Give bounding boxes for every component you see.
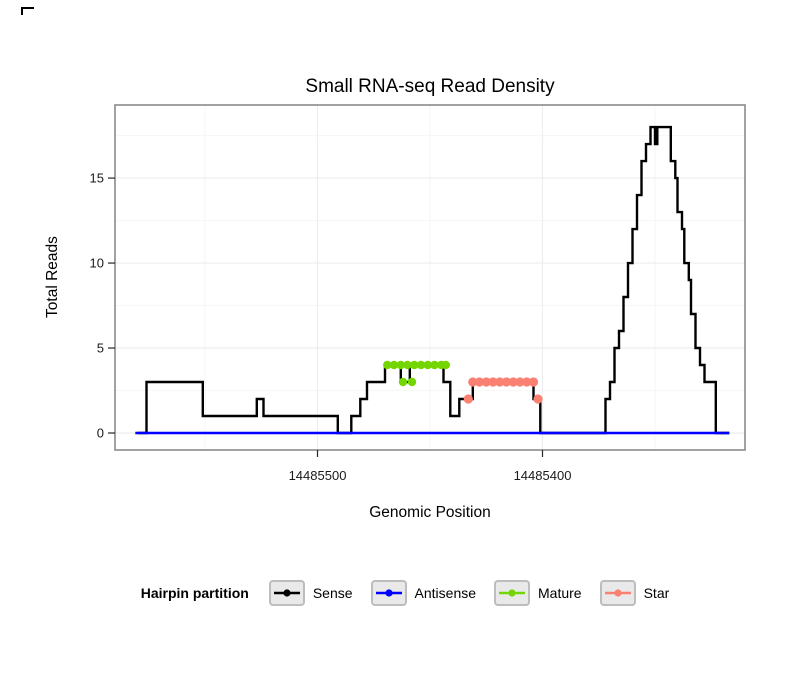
chart-title: Small RNA-seq Read Density <box>305 76 555 97</box>
y-tick-label: 5 <box>97 341 104 356</box>
series-star-marker <box>468 377 478 387</box>
series-mature-marker <box>407 377 417 387</box>
series-star-marker <box>515 377 525 387</box>
y-axis-label: Total Reads <box>44 236 61 318</box>
series-mature-marker <box>403 360 412 370</box>
series-mature-marker <box>423 360 432 370</box>
series-star-marker <box>533 394 543 404</box>
legend: Hairpin partition Sense Antisense Mature St… <box>0 580 810 606</box>
series-star-marker <box>488 377 498 387</box>
series-sense-line <box>137 125 730 435</box>
x-axis-label: Genomic Position <box>369 504 490 521</box>
legend-item-sense: Sense <box>268 580 353 606</box>
legend-title: Hairpin partition <box>140 585 249 601</box>
legend-key-mature-icon <box>494 580 531 606</box>
x-tick-label: 14485400 <box>514 468 572 483</box>
legend-item-star: Star <box>599 580 670 606</box>
series-mature-marker <box>441 360 450 370</box>
series-star-marker <box>528 377 539 387</box>
series-star-marker <box>474 377 485 387</box>
series-star-marker <box>522 377 532 387</box>
series-star-marker <box>463 394 473 404</box>
series-mature-marker <box>430 360 439 370</box>
corner-mark <box>21 7 34 15</box>
series-mature-marker <box>383 360 392 370</box>
legend-key-sense-icon <box>268 580 305 606</box>
panel-border <box>114 104 746 451</box>
y-tick-label: 10 <box>90 256 104 271</box>
legend-key-antisense-icon <box>370 580 407 606</box>
series-star-marker <box>508 377 518 387</box>
legend-key-star-icon <box>599 580 636 606</box>
series-star-marker <box>495 377 505 387</box>
x-tick-label: 14485500 <box>289 468 347 483</box>
axes: 0 5 10 15 14485500 14485400 <box>90 171 572 483</box>
legend-items: Sense Antisense Mature Star <box>268 580 670 606</box>
series-mature-marker <box>389 360 399 370</box>
y-tick-label: 0 <box>97 426 104 441</box>
legend-label-mature: Mature <box>538 585 582 601</box>
series-mature-marker <box>416 360 426 370</box>
series <box>135 125 730 435</box>
legend-item-mature: Mature <box>494 580 582 606</box>
legend-label-star: Star <box>643 585 670 601</box>
legend-label-sense: Sense <box>312 585 353 601</box>
series-mature-marker <box>410 360 419 370</box>
series-star-marker <box>481 377 491 387</box>
y-tick-label: 15 <box>90 171 104 186</box>
legend-label-antisense: Antisense <box>414 585 477 601</box>
chart: 0 5 10 15 14485500 14485400 Small RNA-seq Rea… <box>21 7 746 521</box>
legend-item-antisense: Antisense <box>370 580 477 606</box>
gridlines <box>115 105 745 450</box>
series-star-marker <box>501 377 512 387</box>
series-mature-marker <box>398 377 408 387</box>
series-mature-marker <box>396 360 405 370</box>
